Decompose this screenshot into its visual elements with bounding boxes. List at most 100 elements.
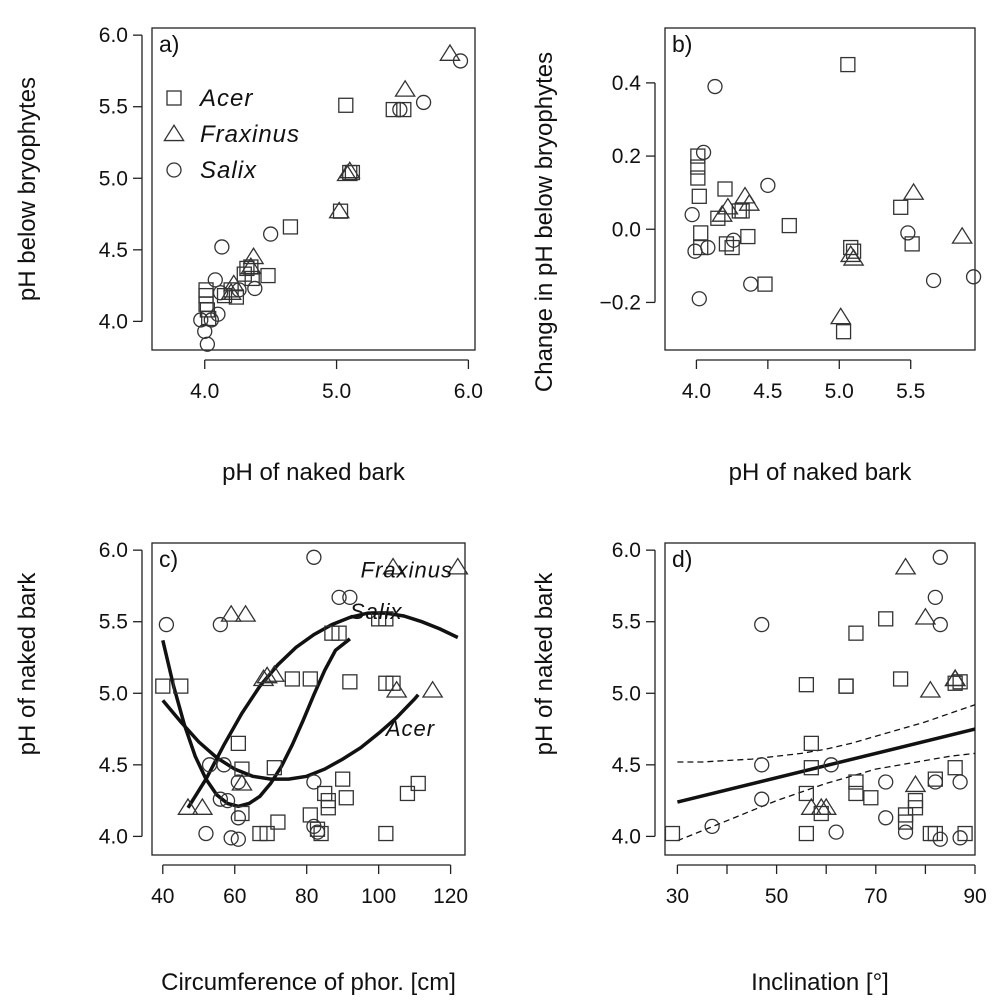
- x-tick-label: 90: [963, 885, 986, 908]
- x-tick-label: 100: [361, 885, 396, 908]
- legend-marker-acer: [166, 90, 182, 106]
- data-point-salix: [897, 824, 914, 840]
- x-tick-label: 5.0: [825, 380, 854, 403]
- data-point-acer: [717, 181, 733, 197]
- data-point-salix: [247, 280, 263, 297]
- data-point-salix: [754, 616, 770, 633]
- data-point-fraxinus: [421, 680, 444, 698]
- ci-lower-line: [677, 752, 976, 842]
- series-fraxinus: [220, 43, 461, 300]
- data-point-acer: [244, 270, 260, 287]
- data-point-acer: [907, 800, 924, 816]
- y-axis-title: pH below bryophytes: [14, 77, 41, 301]
- data-point-fraxinus: [256, 666, 278, 684]
- data-point-acer: [798, 677, 815, 693]
- data-point-acer: [320, 792, 336, 809]
- data-point-salix: [231, 282, 247, 298]
- data-point-salix: [952, 830, 968, 846]
- fit-curve-acer: [161, 693, 420, 781]
- data-point-salix: [925, 272, 942, 289]
- data-point-salix: [158, 616, 175, 633]
- data-point-acer: [838, 678, 854, 694]
- data-point-salix: [392, 101, 408, 118]
- y-tick-label: 5.0: [99, 682, 128, 705]
- data-point-acer: [302, 671, 318, 687]
- data-point-acer: [282, 219, 299, 235]
- data-point-fraxinus: [177, 797, 199, 815]
- data-point-salix: [932, 549, 948, 565]
- data-point-acer: [228, 289, 245, 305]
- data-point-acer: [892, 671, 909, 687]
- data-point-acer: [270, 814, 286, 830]
- data-point-salix: [743, 276, 759, 292]
- data-point-acer: [731, 203, 747, 219]
- data-point-acer: [260, 267, 276, 284]
- data-point-acer: [803, 735, 819, 752]
- data-point-salix: [687, 243, 703, 259]
- data-point-acer: [848, 785, 864, 802]
- data-point-acer: [378, 825, 394, 842]
- data-point-salix: [684, 206, 700, 223]
- data-point-fraxinus: [815, 797, 838, 815]
- data-point-acer: [664, 825, 681, 842]
- series-fraxinus: [711, 182, 973, 325]
- y-tick-label: 6.0: [99, 539, 128, 562]
- data-point-salix: [700, 239, 716, 256]
- x-tick-label: 50: [765, 885, 788, 908]
- data-point-acer: [385, 675, 401, 691]
- data-point-salix: [704, 818, 720, 835]
- y-tick-label: 5.5: [612, 611, 641, 634]
- data-point-acer: [410, 775, 426, 792]
- data-point-acer: [396, 101, 412, 118]
- data-point-acer: [691, 188, 707, 204]
- data-point-fraxinus: [944, 668, 966, 687]
- series-acer: [690, 56, 920, 340]
- y-tick-label: 0.4: [612, 72, 642, 95]
- plot-frame: [664, 542, 976, 856]
- data-point-salix: [230, 810, 246, 826]
- data-point-salix: [223, 830, 239, 846]
- data-point-fraxinus: [338, 161, 361, 179]
- data-point-acer: [234, 805, 250, 822]
- x-tick-label: 5.5: [896, 380, 925, 403]
- data-point-acer: [309, 821, 326, 837]
- y-tick-label: 4.0: [99, 310, 128, 333]
- y-tick-label: 5.0: [612, 682, 641, 705]
- x-tick-label: 120: [433, 885, 468, 908]
- legend-marker-salix: [166, 162, 182, 178]
- y-tick-label: 4.5: [612, 754, 641, 777]
- data-point-fraxinus: [842, 248, 865, 266]
- data-point-acer: [710, 210, 726, 226]
- data-point-acer: [230, 735, 246, 752]
- data-point-acer: [893, 199, 909, 215]
- data-point-salix: [214, 239, 230, 255]
- data-point-fraxinus: [263, 664, 286, 682]
- curve-label-acer: Acer: [384, 716, 436, 741]
- y-tick-label: 0.2: [612, 145, 641, 168]
- x-tick-label: 40: [151, 885, 174, 908]
- x-tick-label: 30: [666, 885, 689, 908]
- legend-label-fraxinus: Fraxinus: [200, 121, 300, 148]
- series-salix: [704, 549, 968, 847]
- data-point-salix: [932, 616, 948, 633]
- data-point-fraxinus: [914, 607, 937, 625]
- data-point-acer: [724, 239, 740, 256]
- series-acer: [664, 611, 973, 842]
- data-point-salix: [230, 774, 246, 790]
- x-tick-label: 60: [223, 885, 246, 908]
- data-point-fraxinus: [220, 282, 242, 300]
- y-tick-label: 5.0: [99, 167, 128, 190]
- data-point-salix: [306, 549, 322, 565]
- data-point-salix: [900, 225, 916, 241]
- data-point-acer: [385, 101, 401, 118]
- data-point-salix: [212, 791, 229, 807]
- y-tick-label: 4.5: [99, 754, 128, 777]
- data-point-salix: [823, 757, 839, 773]
- data-point-salix: [199, 336, 216, 352]
- legend-label-salix: Salix: [200, 157, 257, 184]
- data-point-acer: [155, 678, 171, 694]
- x-tick-label: 4.0: [682, 380, 711, 403]
- data-point-fraxinus: [902, 182, 925, 200]
- data-point-acer: [803, 760, 819, 776]
- data-point-acer: [957, 825, 973, 842]
